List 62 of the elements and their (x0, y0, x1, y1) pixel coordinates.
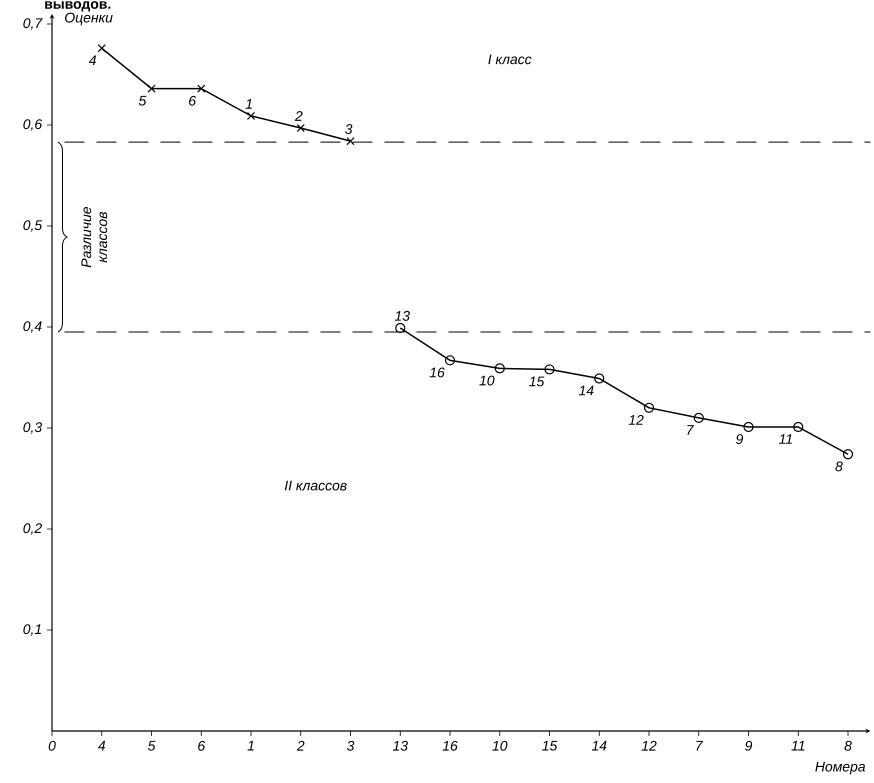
x-tick-label: 4 (98, 740, 106, 750)
x-tick-label: 7 (696, 740, 704, 750)
y-axis-title: Оценки (65, 12, 113, 26)
y-tick-label: 0,4 (23, 321, 42, 333)
point (793, 422, 804, 432)
x-tick-label: 6 (198, 740, 206, 751)
annotation: 6 (189, 96, 196, 106)
annotation: 13 (394, 310, 410, 321)
x-tick-label: 3 (346, 740, 354, 751)
annotation: 1 (246, 99, 252, 109)
x-tick-label: 16 (442, 740, 458, 751)
x-tick-label: 0 (48, 740, 56, 751)
point (743, 422, 754, 432)
point (346, 137, 355, 146)
y-tick-label: 0,6 (23, 119, 42, 131)
point (842, 449, 854, 460)
annotation: 4 (88, 55, 96, 66)
y-tick-label: 0,2 (23, 523, 42, 535)
point (98, 44, 106, 52)
x-tick-label: 8 (844, 740, 852, 751)
y-tick-label: 0,3 (23, 422, 42, 434)
annotation: 2 (294, 111, 303, 121)
annotation: 8 (835, 461, 843, 472)
point (544, 364, 555, 375)
y-tick-label: 0,7 (23, 18, 43, 30)
point (147, 84, 156, 93)
point (494, 363, 505, 374)
annotation: Различие классов (81, 206, 108, 268)
point (644, 402, 654, 413)
annotation: 16 (430, 368, 445, 378)
x-tick-label: 14 (592, 740, 606, 750)
annotation: 10 (479, 376, 494, 386)
x-tick-label: 1 (247, 740, 254, 750)
annotation: 14 (578, 386, 594, 396)
x-tick-label: 15 (542, 740, 558, 751)
x-tick-label: 2 (296, 740, 304, 751)
annotation: II классов (284, 480, 347, 490)
x-axis-title: Номера (815, 762, 866, 774)
annotation: 7 (687, 425, 694, 435)
annotation: 9 (736, 434, 744, 444)
y-tick-label: 0,5 (23, 220, 42, 232)
text: выводов. (45, 1, 110, 12)
annotation: 12 (628, 414, 644, 425)
x-tick-label: 11 (791, 740, 804, 750)
point (296, 124, 305, 132)
x-tick-label: 5 (148, 740, 156, 751)
annotation: 11 (778, 434, 792, 444)
x-tick-label: 9 (745, 740, 752, 751)
annotation: 15 (529, 376, 544, 386)
x-tick-label: 12 (642, 740, 657, 751)
point (395, 322, 406, 334)
y-tick-label: 0,1 (23, 624, 41, 636)
x-tick-label: 13 (392, 740, 408, 751)
point (594, 373, 604, 384)
point (246, 112, 256, 120)
point (444, 355, 456, 366)
annotation: 5 (138, 96, 146, 106)
x-tick-label: 10 (492, 740, 508, 751)
annotation: I класс (488, 54, 532, 64)
annotation: 3 (345, 124, 352, 134)
point (197, 84, 206, 93)
point (694, 412, 704, 423)
